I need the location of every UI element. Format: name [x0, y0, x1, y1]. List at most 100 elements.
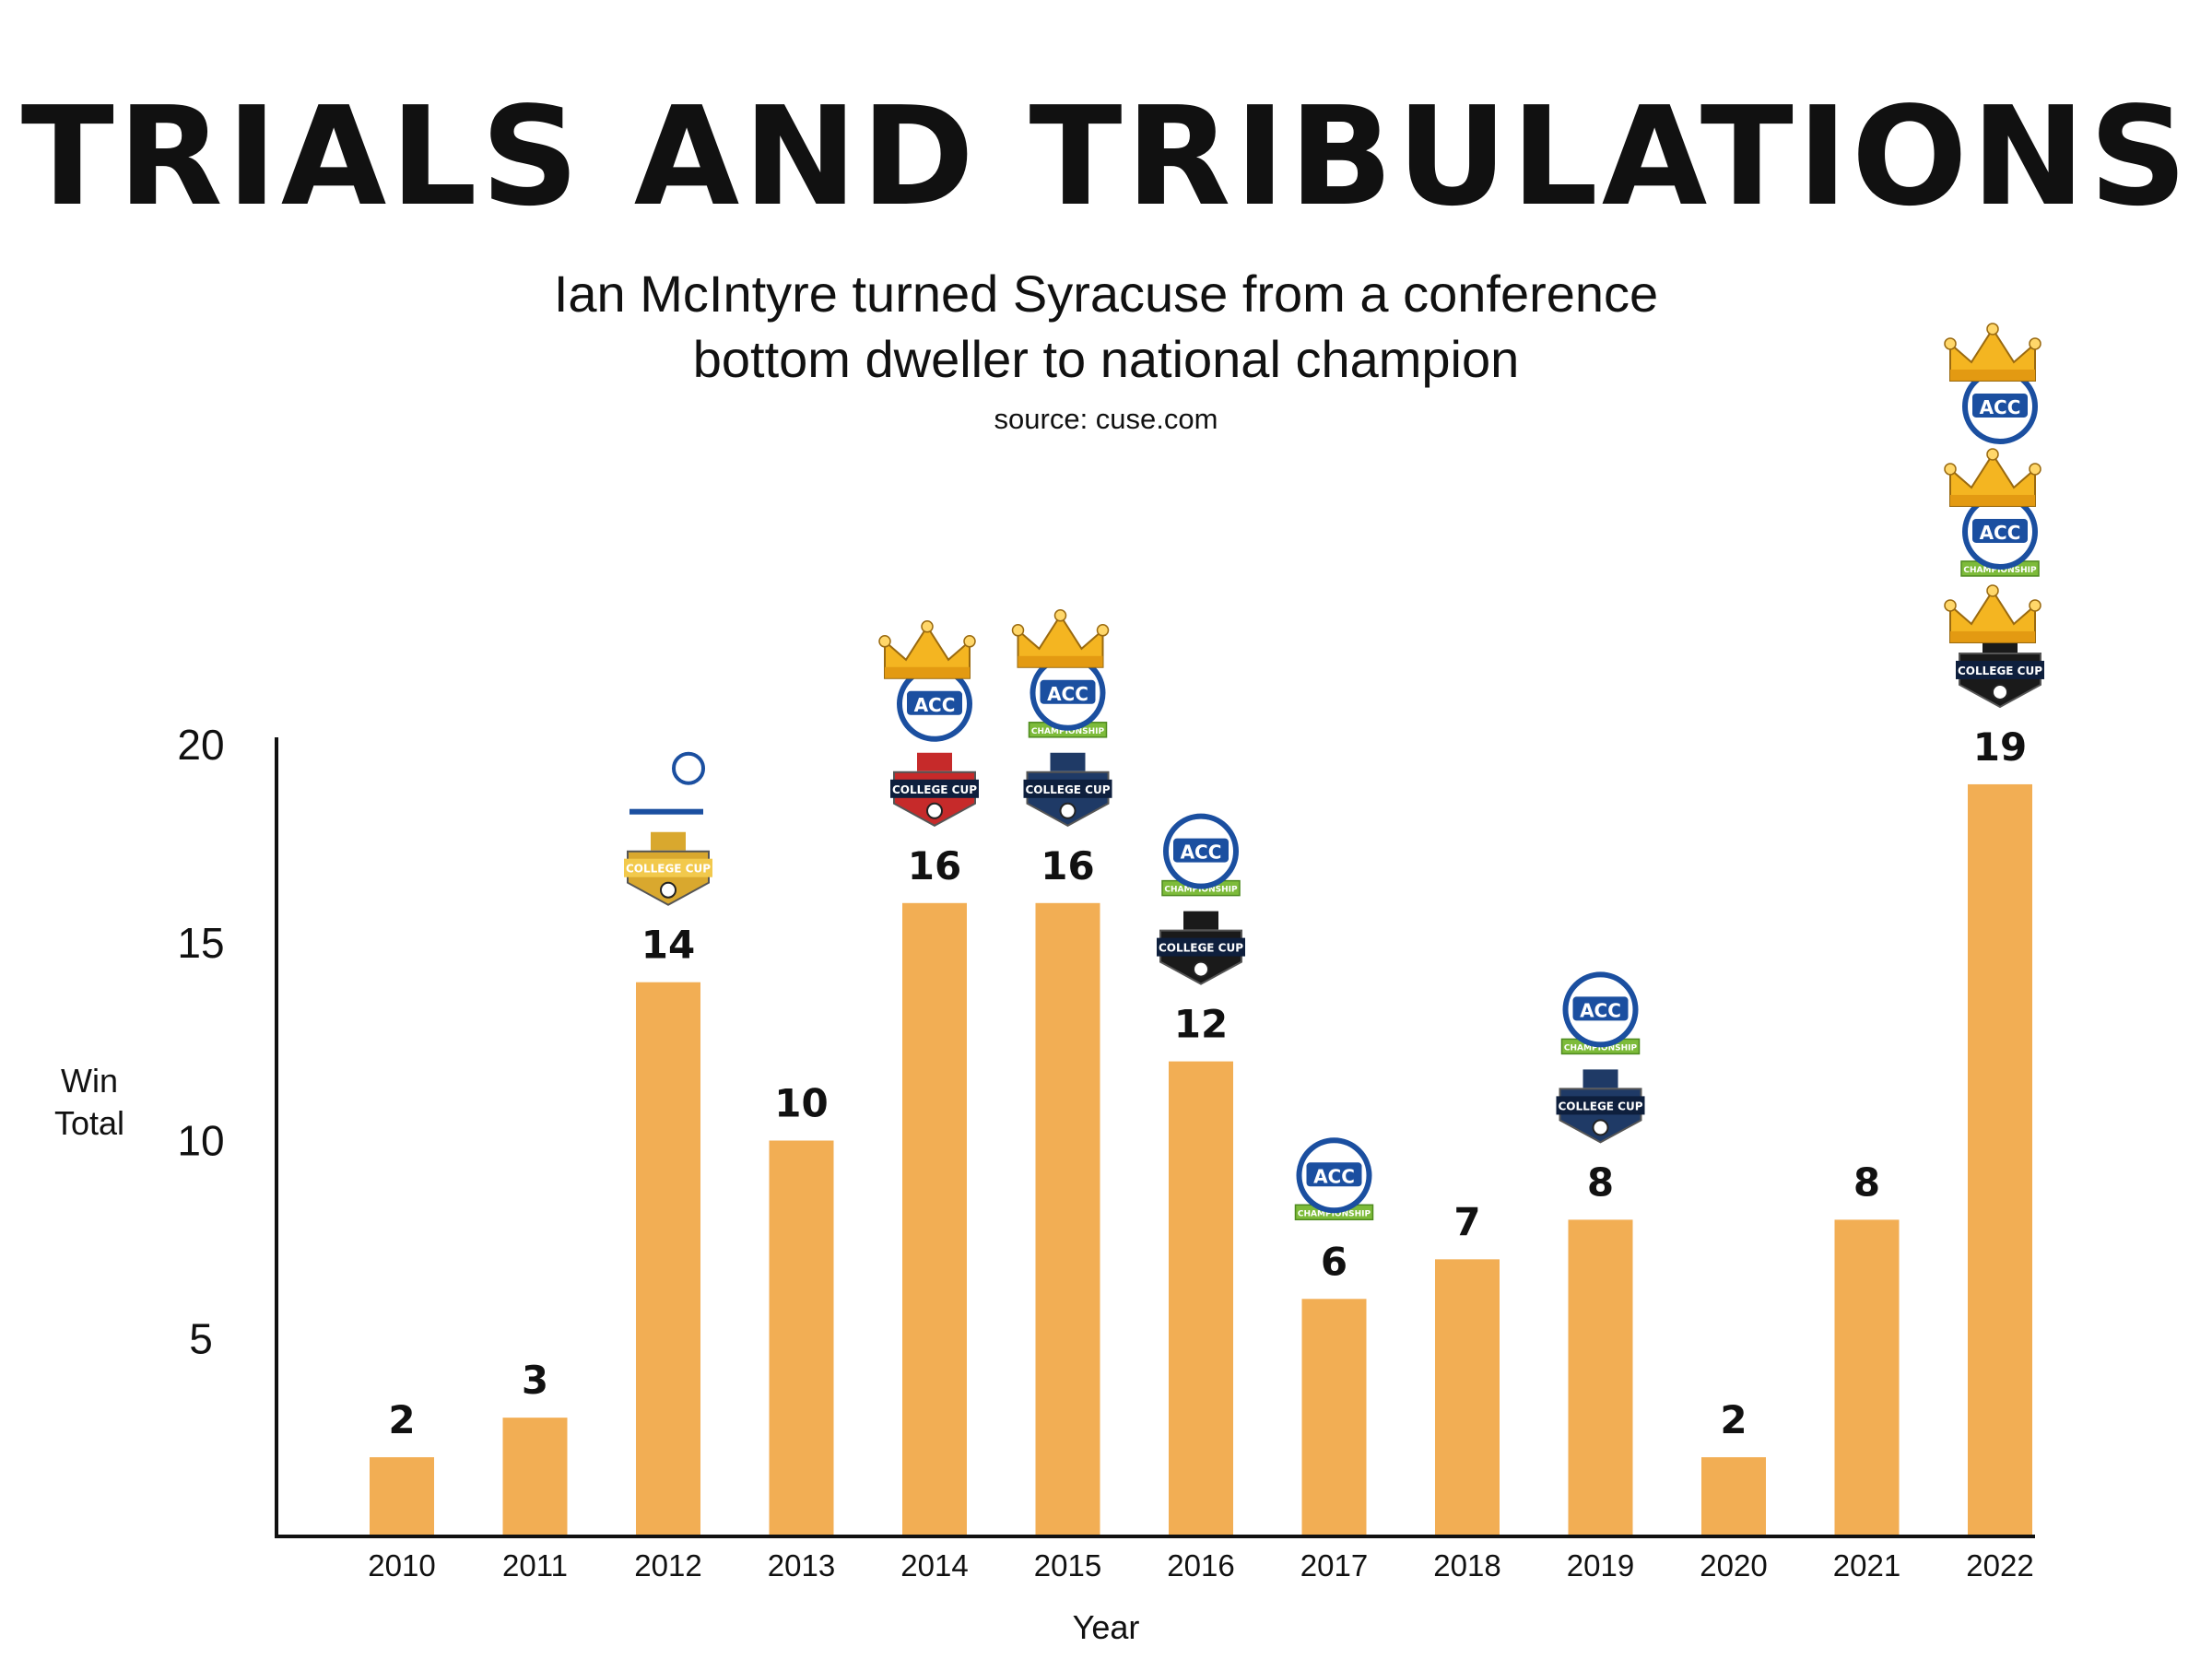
- x-tick-2012: 2012: [634, 1548, 701, 1583]
- acc-wordmark: ACC: [1181, 841, 1222, 864]
- acc-logo-2022: ACC: [1962, 368, 2038, 444]
- championship-ribbon-text: CHAMPIONSHIP: [1031, 727, 1105, 736]
- college-cup-navy-logo-2015: COLLEGE CUP: [1023, 750, 1112, 827]
- college-cup-wordmark: COLLEGE CUP: [626, 863, 711, 876]
- value-label-2017: 6: [1321, 1239, 1347, 1284]
- crown-jewel-1: [1011, 624, 1025, 637]
- subtitle-line-1: Ian McIntyre turned Syracuse from a conf…: [553, 265, 1659, 323]
- acc-championship-logo-2015: CHAMPIONSHIP ACC: [1028, 654, 1108, 738]
- crown-band: [885, 666, 970, 678]
- college-cup-ball: [926, 802, 943, 819]
- crown-band: [1950, 369, 2035, 381]
- value-label-2015: 16: [1041, 843, 1094, 888]
- bar-2020: [1701, 1457, 1766, 1536]
- college-cup-banner: [1023, 779, 1112, 798]
- acc-wordmark-bg: [1173, 838, 1229, 863]
- bar-2018: [1435, 1259, 1500, 1536]
- x-tick-2010: 2010: [368, 1548, 435, 1583]
- bar-2016: [1169, 1061, 1233, 1536]
- college-cup-banner: [624, 858, 712, 877]
- college-cup-tab: [649, 830, 688, 853]
- y-axis-title: Win Total: [54, 1062, 124, 1142]
- championship-ribbon-text: CHAMPIONSHIP: [1564, 1043, 1638, 1053]
- college-cup-black-logo-2016: COLLEGE CUP: [1157, 909, 1245, 985]
- x-tick-2022: 2022: [1966, 1548, 2033, 1583]
- college-cup-banner: [1157, 937, 1245, 957]
- college-cup-tab: [1048, 750, 1088, 773]
- crown-jewel-2: [921, 620, 934, 633]
- bar-2012: [636, 982, 700, 1536]
- big-east-ball: [672, 751, 705, 785]
- championship-ribbon-text: CHAMPIONSHIP: [1298, 1209, 1371, 1218]
- acc-championship-logo-2016: CHAMPIONSHIP ACC: [1161, 813, 1241, 897]
- college-cup-ball: [1059, 802, 1077, 819]
- crown-jewel-1: [1944, 337, 1957, 350]
- acc-wordmark: ACC: [914, 694, 956, 716]
- crown-band: [1950, 630, 2035, 642]
- crown-jewel-3: [2029, 463, 2041, 476]
- big-east-word-big: BIG: [461, 760, 513, 788]
- x-tick-2016: 2016: [1167, 1548, 1234, 1583]
- acc-wordmark: ACC: [1980, 396, 2021, 418]
- acc-wordmark-bg: [1572, 996, 1629, 1021]
- y-tick-20: 20: [177, 721, 224, 769]
- crown-jewel-3: [963, 635, 976, 648]
- crown-jewel-3: [2029, 337, 2041, 350]
- college-cup-tab: [915, 750, 954, 773]
- crown-jewel-2: [1986, 448, 1999, 461]
- acc-wordmark: ACC: [1047, 683, 1088, 705]
- college-cup-ball: [660, 881, 677, 899]
- value-label-2020: 2: [1720, 1397, 1747, 1442]
- x-tick-2018: 2018: [1433, 1548, 1500, 1583]
- y-tick-10: 10: [177, 1117, 224, 1165]
- acc-championship-logo-2017: CHAMPIONSHIP ACC: [1294, 1137, 1374, 1221]
- crown-jewel-3: [1096, 624, 1110, 637]
- big-east-soccer-logo-2012: BIG EAST: [461, 751, 705, 815]
- icons-layer: COLLEGE CUP BIG EAST COLLEGE CUP ACC COLLEGE …: [461, 323, 2044, 1221]
- college-cup-wordmark: COLLEGE CUP: [1958, 665, 2042, 677]
- x-tick-2015: 2015: [1034, 1548, 1101, 1583]
- college-cup-banner: [1556, 1096, 1645, 1115]
- bar-2021: [1834, 1219, 1900, 1536]
- axes-layer: 2010 2011 2012 2013 2014 2015 2016 2017 2018 2019…: [54, 721, 2035, 1646]
- bar-2011: [502, 1418, 568, 1536]
- value-label-2011: 3: [522, 1358, 548, 1403]
- crown-jewel-2: [1053, 609, 1067, 622]
- x-tick-2020: 2020: [1700, 1548, 1767, 1583]
- y-axis-title-line-1: Win: [61, 1062, 118, 1100]
- crown-band: [1950, 494, 2035, 506]
- college-cup-banner: [890, 779, 979, 798]
- crown-icon-2014: [878, 620, 976, 679]
- acc-championship-logo-2019: CHAMPIONSHIP ACC: [1560, 971, 1641, 1055]
- bar-2013: [769, 1140, 834, 1536]
- bar-2019: [1568, 1219, 1633, 1536]
- value-label-2019: 8: [1587, 1159, 1614, 1205]
- college-cup-wordmark: COLLEGE CUP: [1025, 783, 1110, 796]
- y-tick-5: 5: [189, 1314, 213, 1362]
- value-label-2010: 2: [388, 1397, 415, 1442]
- crown-jewel-3: [2029, 599, 2041, 612]
- acc-championship-logo-2022: CHAMPIONSHIP ACC: [1960, 493, 2040, 577]
- acc-wordmark: ACC: [1580, 999, 1621, 1021]
- value-labels-layer: 2 3 14 10 16 16 12 6 7 8 2 8 19: [388, 724, 2027, 1442]
- crown-jewel-1: [878, 635, 891, 648]
- college-cup-tab: [1182, 909, 1220, 932]
- acc-wordmark-bg: [1306, 1162, 1362, 1187]
- chart-title: TRIALS AND TRIBULATIONS: [20, 77, 2192, 236]
- x-tick-2013: 2013: [768, 1548, 835, 1583]
- championship-ribbon-text: CHAMPIONSHIP: [1963, 566, 2037, 575]
- college-cup-wordmark: COLLEGE CUP: [892, 783, 977, 796]
- college-cup-navy-logo-2019: COLLEGE CUP: [1556, 1067, 1645, 1144]
- bar-2022: [1968, 783, 2032, 1536]
- college-cup-black-logo-2022: COLLEGE CUP: [1956, 631, 2044, 709]
- championship-ribbon-text: CHAMPIONSHIP: [1164, 886, 1238, 895]
- college-cup-tab: [1581, 1067, 1620, 1090]
- acc-logo-2014: ACC: [897, 665, 972, 742]
- crown-icon-2015: [1011, 609, 1110, 668]
- bar-2017: [1301, 1299, 1367, 1536]
- acc-wordmark-bg: [1040, 679, 1096, 704]
- crown-jewel-1: [1944, 599, 1957, 612]
- bar-2010: [370, 1457, 434, 1536]
- x-tick-2017: 2017: [1300, 1548, 1368, 1583]
